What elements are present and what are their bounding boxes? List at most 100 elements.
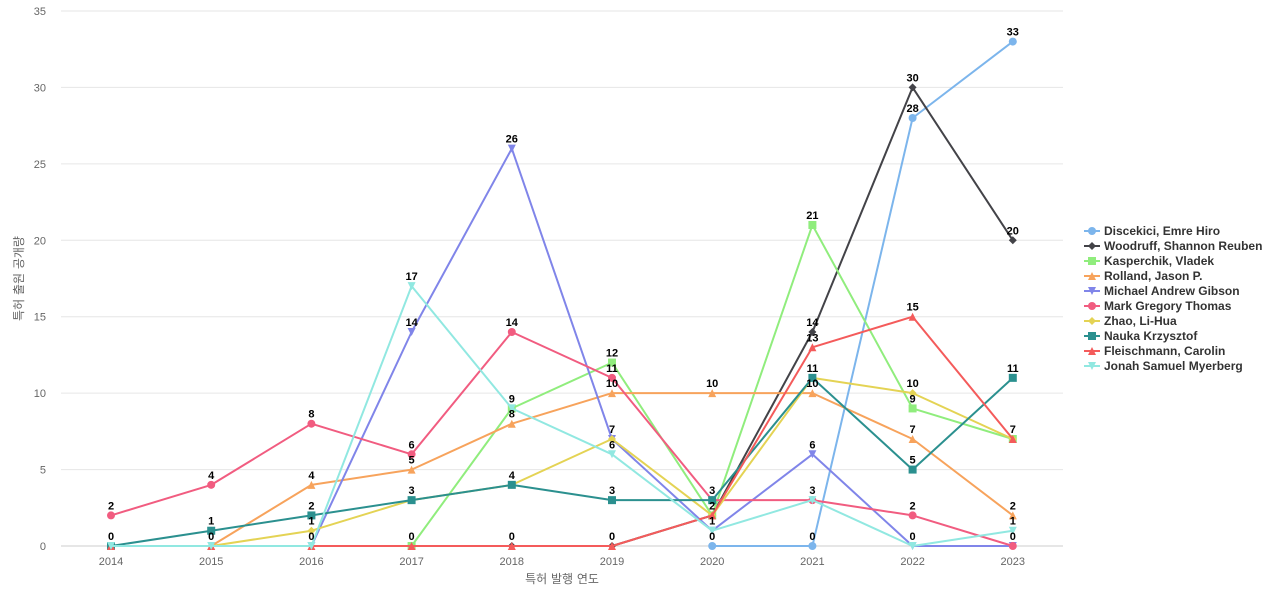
data-point[interactable] [1008,373,1017,382]
legend-label: Jonah Samuel Myerberg [1104,359,1243,373]
data-point[interactable] [908,542,917,550]
legend-marker[interactable] [1088,227,1096,235]
data-label: 7 [1010,424,1016,436]
legend-item[interactable]: Mark Gregory Thomas [1084,299,1232,313]
legend-item[interactable]: Zhao, Li-Hua [1084,314,1177,328]
data-point[interactable] [808,542,817,550]
legend-label: Nauka Krzysztof [1104,329,1198,343]
legend-label: Michael Andrew Gibson [1104,284,1240,298]
data-point[interactable] [808,496,817,505]
data-point[interactable] [808,328,817,336]
data-point[interactable] [207,542,216,550]
data-point[interactable] [908,83,917,92]
data-point[interactable] [608,373,616,382]
data-point[interactable] [307,526,316,535]
data-label: 2 [709,500,715,512]
data-point[interactable] [608,435,616,443]
data-point[interactable] [708,542,717,550]
data-point[interactable] [407,496,416,505]
data-point[interactable] [808,450,817,459]
series-7 [107,373,1017,550]
data-point[interactable] [808,343,817,352]
data-label: 9 [910,393,916,405]
data-label: 0 [609,531,615,543]
data-label: 5 [910,455,916,467]
data-point[interactable] [1008,435,1017,443]
legend-marker[interactable] [1088,302,1096,310]
data-point[interactable] [107,542,115,550]
data-point[interactable] [908,511,917,520]
legend-item[interactable]: Nauka Krzysztof [1084,329,1198,343]
data-point[interactable] [207,480,216,489]
data-point[interactable] [307,542,316,550]
data-point[interactable] [507,328,516,336]
data-point[interactable] [507,404,516,413]
legend-item[interactable]: Discekici, Emre Hiro [1084,224,1220,238]
legend-item[interactable]: Woodruff, Shannon Reuben [1084,239,1262,253]
data-label: 3 [709,485,715,497]
data-point[interactable] [1008,511,1017,520]
data-point[interactable] [908,114,917,122]
data-point[interactable] [808,389,817,398]
data-point[interactable] [407,450,416,459]
data-point[interactable] [608,542,616,550]
series-6 [207,373,1017,550]
data-point[interactable] [1008,542,1017,550]
data-point[interactable] [908,465,917,474]
data-point[interactable] [608,496,616,505]
data-point[interactable] [307,419,316,428]
data-point[interactable] [808,221,817,229]
legend-item[interactable]: Rolland, Jason P. [1084,269,1202,283]
data-point[interactable] [908,389,917,398]
data-point[interactable] [908,404,917,413]
data-point[interactable] [307,480,316,489]
data-point[interactable] [608,389,616,398]
legend-marker[interactable] [1088,242,1096,250]
data-point[interactable] [608,450,616,459]
legend-marker[interactable] [1088,332,1096,340]
data-point[interactable] [307,511,316,520]
series-line [110,376,1014,547]
data-point[interactable] [708,389,717,398]
legend-marker[interactable] [1088,257,1096,265]
data-point[interactable] [507,419,516,428]
data-point[interactable] [1008,526,1017,535]
data-point[interactable] [608,358,616,367]
data-point[interactable] [107,511,115,520]
data-point[interactable] [407,542,416,550]
data-point[interactable] [708,496,717,505]
data-label: 10 [706,378,718,390]
legend-item[interactable]: Michael Andrew Gibson [1084,284,1240,298]
data-point[interactable] [407,282,416,291]
data-point[interactable] [507,542,516,550]
y-tick-label: 15 [34,312,46,324]
legend-item[interactable]: Fleischmann, Carolin [1084,344,1225,358]
data-point[interactable] [507,144,516,153]
data-label: 1 [709,516,715,528]
data-point[interactable] [507,480,516,489]
data-point[interactable] [708,511,717,520]
legend-item[interactable]: Jonah Samuel Myerberg [1084,359,1243,373]
data-point[interactable] [908,435,917,443]
data-point[interactable] [407,465,416,474]
legend-marker[interactable] [1088,272,1096,280]
data-point[interactable] [407,328,416,336]
legend-marker[interactable] [1088,287,1096,295]
data-label: 28 [906,103,918,115]
data-label: 6 [409,439,415,451]
legend-marker[interactable] [1088,317,1096,325]
y-axis-title: 특허 출원 공개량 [12,236,26,321]
legend-label: Fleischmann, Carolin [1104,344,1225,358]
data-point[interactable] [808,373,817,382]
legend-item[interactable]: Kasperchik, Vladek [1084,254,1214,268]
series-0 [708,37,1017,550]
data-point[interactable] [207,526,216,535]
data-point[interactable] [908,312,917,321]
legend-marker[interactable] [1088,362,1096,370]
data-point[interactable] [1008,37,1017,46]
data-point[interactable] [1008,236,1017,245]
data-point[interactable] [708,526,717,535]
legend-marker[interactable] [1088,347,1096,355]
